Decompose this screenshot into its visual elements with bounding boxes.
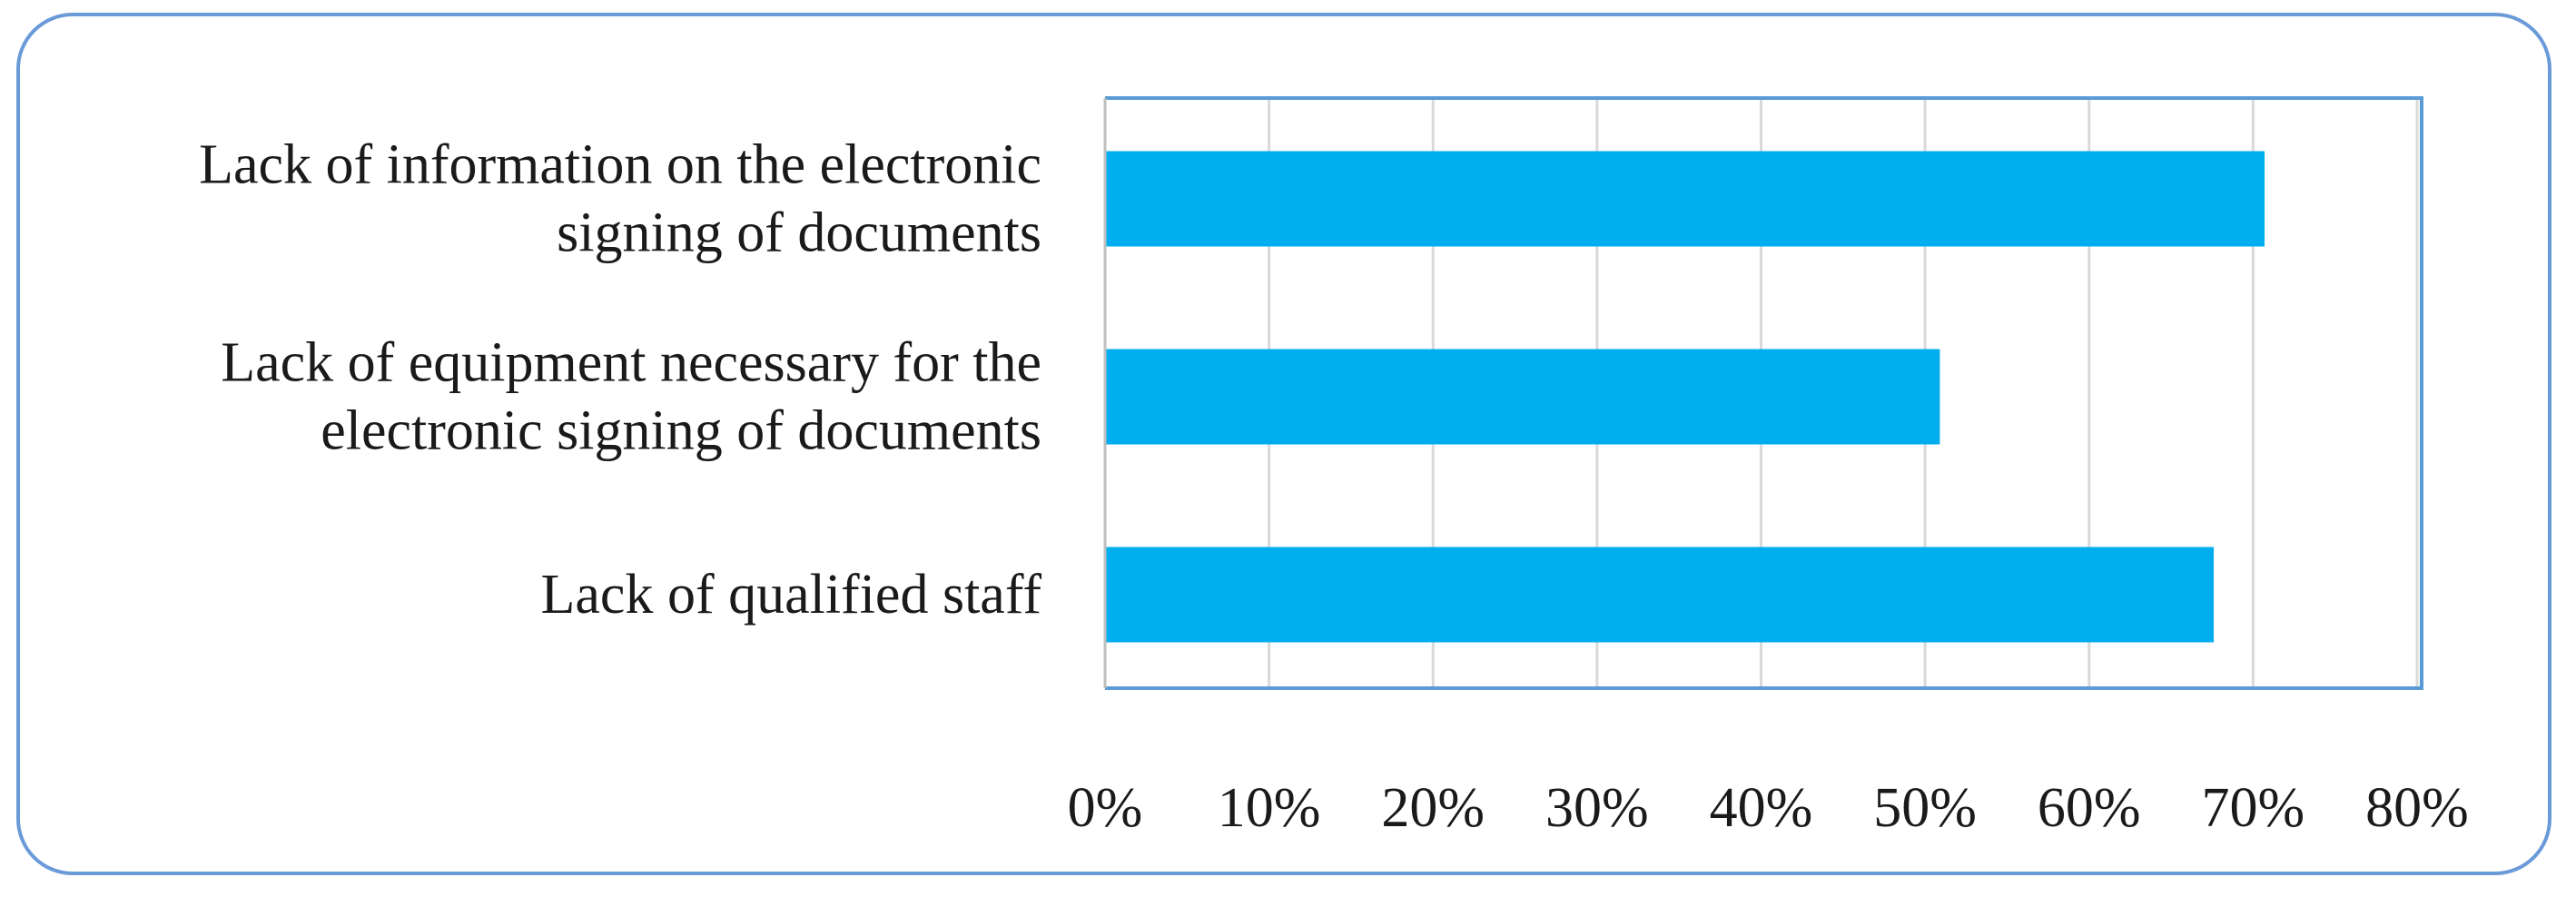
bar-3 (1105, 547, 2215, 643)
category-labels: Lack of information on the electronicsig… (199, 134, 1041, 626)
category-label-line: electronic signing of documents (321, 400, 1041, 462)
category-label-3: Lack of qualified staff (541, 564, 1042, 626)
x-tick-label: 70% (2202, 777, 2305, 839)
category-label-2: Lack of equipment necessary for theelect… (221, 332, 1041, 462)
x-tick-label: 80% (2365, 777, 2469, 839)
x-tick-label: 50% (1873, 777, 1977, 839)
category-label-1: Lack of information on the electronicsig… (199, 134, 1041, 264)
bars (1105, 151, 2265, 643)
x-tick-label: 10% (1218, 777, 1321, 839)
category-label-line: Lack of equipment necessary for the (221, 332, 1041, 394)
category-label-line: Lack of information on the electronic (199, 134, 1041, 196)
bar-2 (1105, 349, 1940, 445)
x-tick-label: 30% (1545, 777, 1649, 839)
bar-1 (1105, 151, 2265, 247)
x-tick-label: 60% (2038, 777, 2141, 839)
x-tick-label: 40% (1710, 777, 1813, 839)
plot-border (1105, 96, 2423, 690)
category-label-line: Lack of qualified staff (541, 564, 1042, 626)
x-tick-label: 0% (1068, 777, 1143, 839)
x-axis-tick-labels: 0% 10% 20% 30% 40% 50% 60% 70% 80% (1068, 777, 2469, 839)
category-label-line: signing of documents (557, 202, 1041, 264)
x-tick-label: 20% (1381, 777, 1485, 839)
plot-area (1103, 96, 2423, 690)
